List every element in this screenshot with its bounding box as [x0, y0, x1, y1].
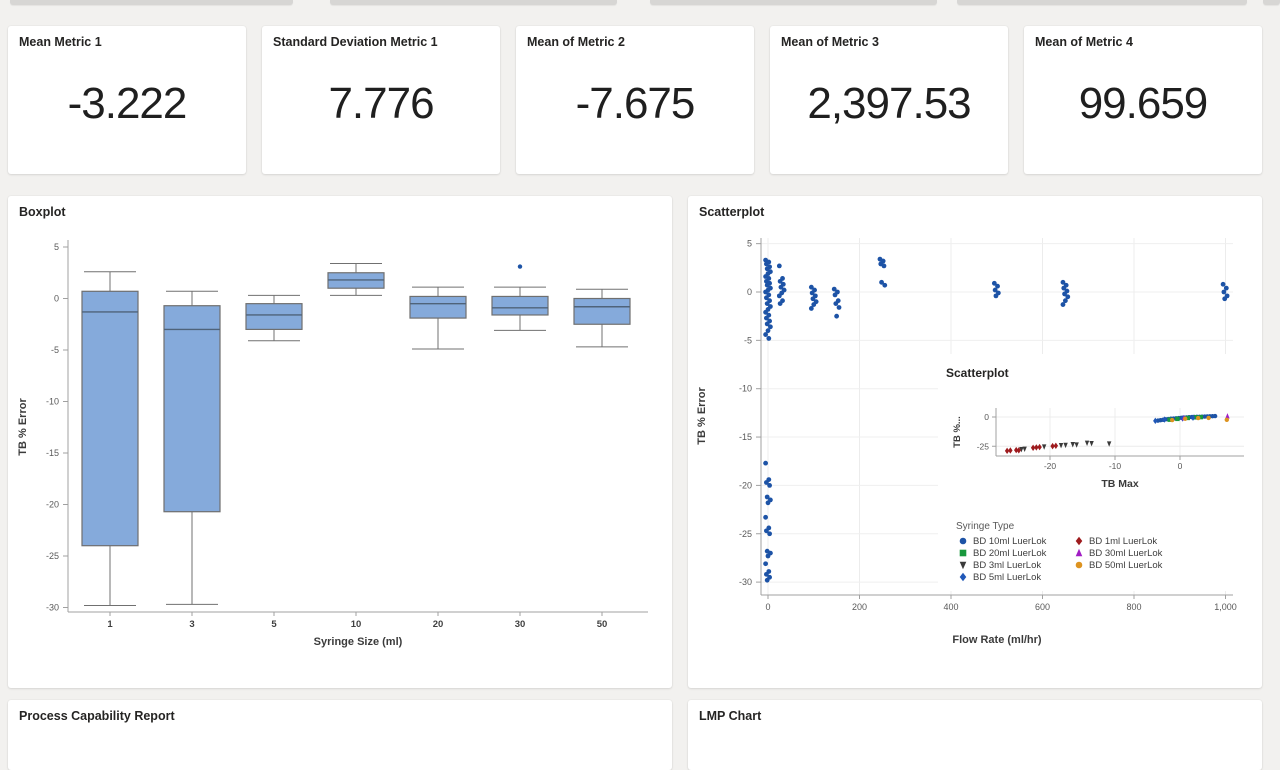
svg-text:Scatterplot: Scatterplot — [946, 366, 1009, 380]
svg-text:1: 1 — [107, 619, 113, 630]
svg-text:5: 5 — [747, 239, 752, 249]
svg-text:-30: -30 — [739, 577, 752, 587]
svg-text:BD 3ml LuerLok: BD 3ml LuerLok — [973, 560, 1041, 571]
svg-text:30: 30 — [515, 619, 526, 630]
svg-text:BD 1ml LuerLok: BD 1ml LuerLok — [1089, 536, 1157, 547]
metric-value: -7.675 — [575, 79, 696, 128]
svg-text:-10: -10 — [1109, 461, 1122, 471]
metric-title: Mean of Metric 3 — [781, 35, 879, 49]
svg-text:BD 10ml LuerLok: BD 10ml LuerLok — [973, 536, 1047, 547]
svg-text:-10: -10 — [739, 384, 752, 394]
metric-title: Mean Metric 1 — [19, 35, 102, 49]
scatterplot-card: 5 0 -5 -10 -15 -20 -25 -30 0 200 400 600 800 1,000 Flo… — [688, 196, 1262, 688]
svg-text:-20: -20 — [46, 500, 59, 510]
svg-text:50: 50 — [597, 619, 608, 630]
svg-text:BD 50ml LuerLok: BD 50ml LuerLok — [1089, 560, 1163, 571]
metric-card-mean-metric-4: Mean of Metric 4 99.659 — [1024, 26, 1262, 174]
svg-text:0: 0 — [54, 294, 59, 304]
metric-value: -3.222 — [67, 79, 188, 128]
svg-text:-20: -20 — [1044, 461, 1057, 471]
metric-title: Mean of Metric 4 — [1035, 35, 1133, 49]
svg-text:TB Max: TB Max — [1101, 478, 1139, 490]
svg-text:20: 20 — [433, 619, 444, 630]
svg-text:10: 10 — [351, 619, 362, 630]
svg-text:Syringe Size (ml): Syringe Size (ml) — [314, 636, 403, 648]
svg-text:BD 20ml LuerLok: BD 20ml LuerLok — [973, 548, 1047, 559]
svg-text:TB %...: TB %... — [952, 416, 963, 448]
metric-card-stdev-metric-1: Standard Deviation Metric 1 7.776 — [262, 26, 500, 174]
process-capability-card: Process Capability Report — [8, 700, 672, 770]
svg-text:0: 0 — [765, 602, 770, 612]
svg-text:BD 30ml LuerLok: BD 30ml LuerLok — [1089, 548, 1163, 559]
scrolled-card-bottom — [330, 0, 617, 5]
svg-text:-10: -10 — [46, 397, 59, 407]
metric-card-mean-metric-1: Mean Metric 1 -3.222 — [8, 26, 246, 174]
svg-text:200: 200 — [852, 602, 867, 612]
metric-card-mean-metric-3: Mean of Metric 3 2,397.53 — [770, 26, 1008, 174]
metric-card-mean-metric-2: Mean of Metric 2 -7.675 — [516, 26, 754, 174]
scatterplot-card-title: Scatterplot — [699, 205, 765, 219]
scrolled-card-bottom — [10, 0, 293, 5]
svg-text:3: 3 — [189, 619, 194, 630]
metric-title: Mean of Metric 2 — [527, 35, 625, 49]
svg-text:Syringe Type: Syringe Type — [956, 521, 1015, 532]
svg-text:0: 0 — [984, 412, 989, 422]
svg-text:600: 600 — [1035, 602, 1050, 612]
metric-title: Standard Deviation Metric 1 — [273, 35, 438, 49]
scatterplot-chart: 5 0 -5 -10 -15 -20 -25 -30 0 200 400 600 800 1,000 Flo… — [696, 238, 1250, 646]
svg-text:BD 5ml LuerLok: BD 5ml LuerLok — [973, 572, 1041, 583]
svg-text:-25: -25 — [977, 441, 990, 451]
scrolled-card-bottom — [957, 0, 1247, 5]
svg-text:1,000: 1,000 — [1214, 602, 1237, 612]
svg-text:400: 400 — [943, 602, 958, 612]
svg-text:0: 0 — [1178, 461, 1183, 471]
boxplot-card-title: Boxplot — [19, 205, 66, 219]
lmp-chart-card: LMP Chart — [688, 700, 1262, 770]
svg-text:TB % Error: TB % Error — [17, 398, 29, 456]
metric-value: 99.659 — [1078, 79, 1209, 128]
scrolled-card-bottom — [650, 0, 937, 5]
svg-text:0: 0 — [747, 287, 752, 297]
svg-text:-20: -20 — [739, 480, 752, 490]
svg-text:TB % Error: TB % Error — [696, 387, 708, 445]
svg-text:-25: -25 — [46, 551, 59, 561]
svg-text:800: 800 — [1126, 602, 1141, 612]
svg-text:-15: -15 — [739, 432, 752, 442]
svg-text:-5: -5 — [744, 335, 752, 345]
svg-text:5: 5 — [54, 242, 59, 252]
svg-text:5: 5 — [271, 619, 277, 630]
dashboard: { "top_partial_bars": [[10,283],[330,287… — [8, 0, 1280, 770]
svg-text:-15: -15 — [46, 448, 59, 458]
svg-text:-30: -30 — [46, 603, 59, 613]
metric-value: 2,397.53 — [807, 79, 971, 128]
lmp-chart-card-title: LMP Chart — [699, 709, 762, 723]
svg-text:-5: -5 — [51, 345, 59, 355]
boxplot-card: 5 0 -5 -10 -15 -20 -25 -30 1 3 5 10 20 30 50 Syringe Si… — [8, 196, 672, 688]
svg-text:-25: -25 — [739, 529, 752, 539]
process-capability-card-title: Process Capability Report — [19, 709, 175, 723]
svg-text:Flow Rate (ml/hr): Flow Rate (ml/hr) — [952, 634, 1042, 646]
metric-value: 7.776 — [328, 79, 434, 128]
scrolled-card-bottom — [1263, 0, 1280, 5]
